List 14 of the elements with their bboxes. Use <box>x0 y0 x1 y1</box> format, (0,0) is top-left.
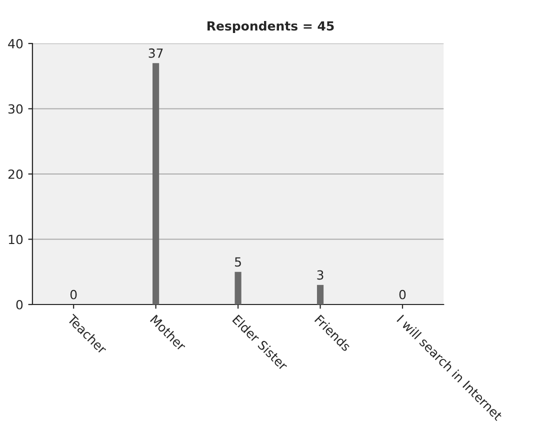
chart-title: Respondents = 45 <box>208 20 334 34</box>
bar <box>316 284 324 304</box>
y-tick-label: 10 <box>8 234 23 244</box>
data-label: 5 <box>235 257 241 267</box>
data-label: 0 <box>399 290 406 300</box>
data-label: 0 <box>70 290 77 300</box>
y-tick-label: 20 <box>8 169 23 179</box>
data-label: 37 <box>148 48 163 58</box>
bar <box>234 272 242 304</box>
bar <box>152 63 160 304</box>
y-tick-label: 0 <box>16 300 23 310</box>
y-tick-label: 30 <box>8 104 23 114</box>
data-label: 3 <box>317 270 324 280</box>
y-tick-label: 40 <box>8 38 23 48</box>
